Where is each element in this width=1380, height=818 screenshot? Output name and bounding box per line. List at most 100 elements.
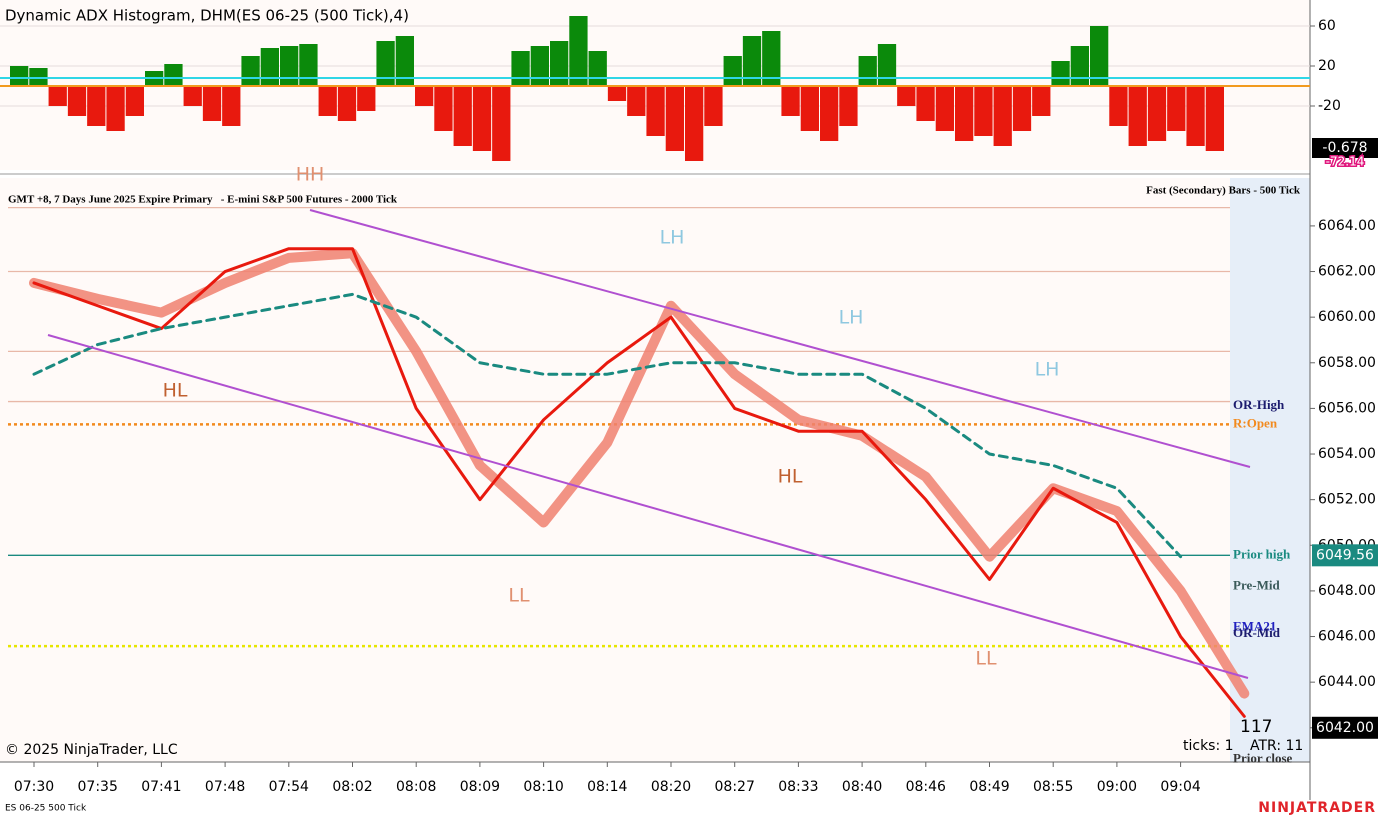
level-label: Prior close — [1233, 751, 1293, 766]
x-tick-label: 08:55 — [1033, 779, 1073, 795]
histogram-bar — [877, 44, 897, 86]
histogram-bar — [1186, 86, 1205, 146]
histogram-bar — [67, 86, 87, 116]
histogram-bar — [415, 86, 434, 106]
histogram-bar — [1012, 86, 1032, 131]
histogram-bar — [395, 36, 414, 86]
indicator-tags: -0.678 -72.14 — [1312, 138, 1378, 170]
level-label: OR-High — [1233, 397, 1285, 412]
histogram-bar — [318, 86, 337, 116]
histogram-bar — [222, 86, 241, 126]
price-subtitle: Fast (Secondary) Bars - 500 Tick — [1146, 185, 1301, 197]
histogram-bar — [453, 86, 472, 146]
histogram-bar — [1051, 61, 1070, 86]
histogram-bar — [1109, 86, 1128, 126]
y-tick-label: 6044.00 — [1318, 674, 1376, 690]
histogram-bar — [742, 36, 762, 86]
y-tick-label: 6054.00 — [1318, 446, 1376, 462]
histogram-bar — [839, 86, 858, 126]
histogram-bar — [588, 51, 607, 86]
histogram-bar — [646, 86, 665, 136]
level-label: Pre-Mid — [1233, 577, 1280, 592]
price-tag — [1312, 544, 1378, 567]
histogram-bar — [762, 31, 781, 86]
histogram-bar — [704, 86, 723, 126]
swing-label: LH — [660, 227, 685, 249]
histogram-bar — [511, 51, 530, 86]
histogram-bar — [337, 86, 357, 121]
histogram-bar — [665, 86, 684, 151]
histogram-bar — [550, 41, 569, 86]
histogram-bar — [781, 86, 800, 116]
histogram-bar — [241, 56, 260, 86]
x-tick-label: 08:27 — [715, 779, 755, 795]
histogram-bar — [260, 48, 279, 86]
price-tag-label: 6042.00 — [1316, 720, 1374, 736]
histogram-bar — [164, 64, 183, 86]
x-tick-label: 08:46 — [906, 779, 946, 795]
histogram-bar — [299, 44, 318, 86]
histogram-bar — [1147, 86, 1167, 141]
swing-label: LL — [975, 648, 997, 670]
indicator-title: Dynamic ADX Histogram, DHM(ES 06-25 (500… — [5, 7, 409, 25]
histogram-bar — [1167, 86, 1186, 131]
histogram-bar — [627, 86, 646, 116]
x-tick-label: 08:40 — [842, 779, 882, 795]
brand: NINJATRADER — [1258, 800, 1376, 816]
histogram-bar — [125, 86, 144, 116]
histogram-bar — [897, 86, 916, 106]
status-bar — [0, 800, 1380, 818]
histogram-bar — [472, 86, 492, 151]
histogram-bar — [569, 16, 588, 86]
price-tag-label: 6049.56 — [1316, 547, 1374, 563]
x-tick-label: 08:14 — [587, 779, 627, 795]
histogram-bar — [935, 86, 954, 131]
histogram-bar — [858, 56, 877, 86]
x-tick-label: 08:02 — [332, 779, 372, 795]
price-series — [32, 247, 1246, 718]
indicator: 60 20 -20 — [0, 16, 1341, 161]
channel-line — [309, 209, 1251, 468]
histogram-bar — [492, 86, 511, 161]
y-tick-label: 6056.00 — [1318, 400, 1376, 416]
y-tick-label: -20 — [1318, 98, 1341, 114]
histogram-bar — [685, 86, 704, 161]
level-label: Prior high — [1233, 546, 1291, 561]
level-label: EMA21 — [1233, 618, 1276, 633]
x-tick-label: 07:48 — [205, 779, 245, 795]
x-tick-label: 08:33 — [778, 779, 818, 795]
swing-label: LH — [839, 307, 864, 329]
swing-label: HL — [163, 380, 188, 402]
histogram-bar — [87, 86, 106, 126]
histogram-bar — [1070, 46, 1089, 86]
histogram-bar — [1205, 86, 1224, 151]
histogram-bar — [10, 66, 29, 86]
channel-line — [47, 334, 1249, 679]
value-tag — [1312, 138, 1378, 158]
histogram-bar — [607, 86, 627, 101]
x-tick-label: 07:41 — [141, 779, 181, 795]
histogram-bar — [202, 86, 222, 121]
x-tick-label: 08:09 — [460, 779, 500, 795]
histogram-bar — [1032, 86, 1051, 116]
swing-label: HH — [296, 164, 325, 186]
value-tag-label: -72.14 — [1326, 155, 1365, 169]
price-series — [29, 248, 1250, 699]
histogram-bar — [48, 86, 67, 106]
histogram-bar — [800, 86, 819, 131]
x-tick-label: 07:30 — [14, 779, 54, 795]
swing-label: HL — [778, 466, 803, 488]
swing-labels: HH HL LL LH LH HL LL LH — [163, 164, 1060, 670]
histogram-bar — [280, 46, 299, 86]
future-shade — [1230, 178, 1310, 762]
price-chart: 6064.00 6062.00 6060.00 6058.00 6056.00 6054.… — [8, 207, 1378, 795]
y-tick-label: 6062.00 — [1318, 264, 1376, 280]
bar-count: 117 — [1240, 717, 1272, 737]
x-tick-label: 09:04 — [1160, 779, 1200, 795]
level-label: OR-Mid — [1233, 625, 1281, 640]
histogram-bar — [974, 86, 993, 136]
histogram-bar — [993, 86, 1012, 146]
value-tag-label: -0.678 — [1322, 140, 1367, 156]
